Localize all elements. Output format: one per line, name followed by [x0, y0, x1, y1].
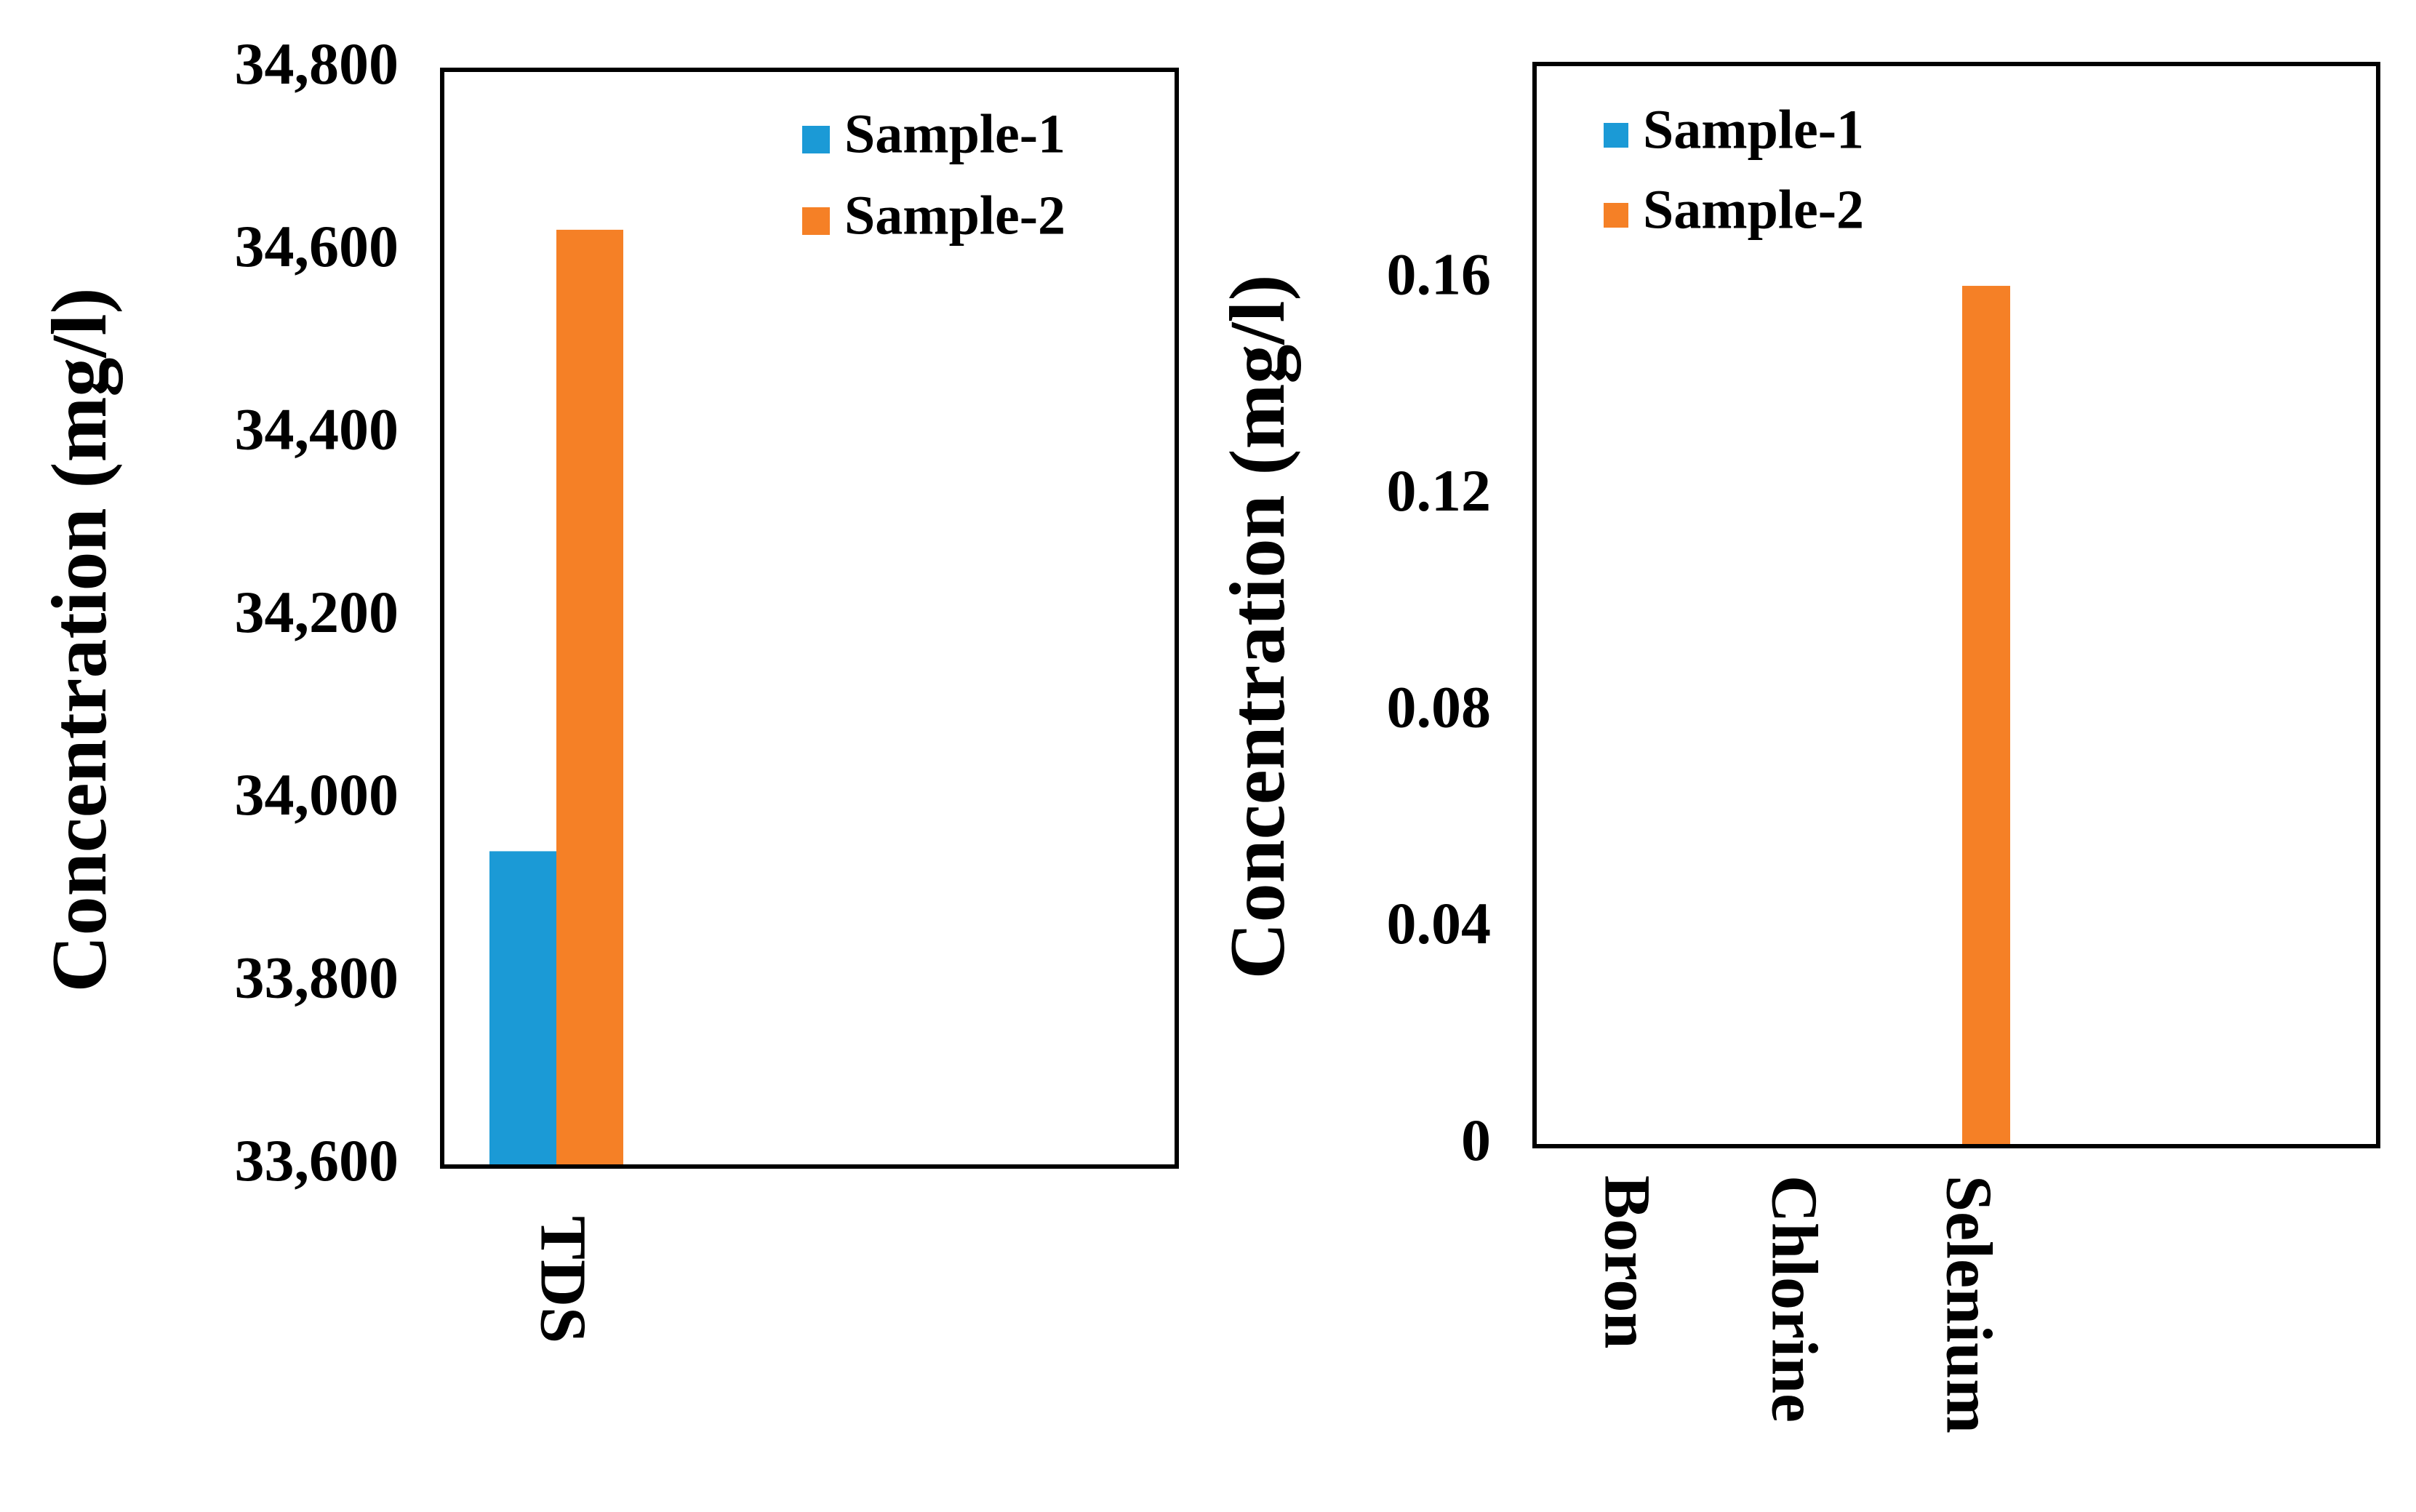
- right-ytick-label: 0.12: [1387, 457, 1492, 524]
- left-ytick-label: 33,800: [235, 944, 399, 1010]
- right-chart-trace-elements: 0 0.04 0.08 0.12 0.16 Concentration (mg/l) Bor…: [1215, 62, 2380, 1433]
- left-ytick-label: 34,000: [235, 761, 399, 828]
- right-ytick-label: 0.08: [1387, 674, 1492, 740]
- right-category-label: Chlorine: [1758, 1175, 1830, 1423]
- right-legend-label: Sample-1: [1643, 99, 1864, 160]
- right-plot-frame: [1532, 62, 2380, 1148]
- right-bar-sample-2-selenium: [1962, 286, 2010, 1146]
- right-legend-swatch-sample-2: [1604, 203, 1628, 228]
- left-legend-label: Sample-2: [844, 185, 1065, 246]
- right-legend-label: Sample-2: [1643, 179, 1864, 240]
- left-ytick-label: 34,600: [235, 213, 399, 279]
- right-ytick-label: 0.16: [1387, 241, 1492, 307]
- left-bar-sample-2-tds: [556, 229, 623, 1167]
- right-legend-swatch-sample-1: [1604, 123, 1628, 148]
- left-legend-label: Sample-1: [844, 103, 1065, 164]
- left-chart-tds: 33,600 33,800 34,000 34,200 34,400 34,600 34,8…: [36, 31, 1179, 1343]
- left-plot-frame: [440, 68, 1179, 1169]
- right-ytick-label: 0.04: [1387, 890, 1492, 956]
- left-y-axis-title: Concentration (mg/l): [36, 288, 123, 993]
- left-category-label: TDS: [527, 1216, 599, 1343]
- right-y-axis-title: Concentration (mg/l): [1215, 275, 1301, 980]
- left-ytick-label: 34,800: [235, 31, 399, 97]
- right-category-label: Selenium: [1932, 1175, 2004, 1433]
- right-category-label: Boron: [1591, 1175, 1663, 1348]
- left-bar-sample-1-tds: [489, 851, 556, 1167]
- left-legend-swatch-sample-2: [802, 207, 830, 235]
- left-legend-swatch-sample-1: [802, 126, 830, 153]
- left-ytick-label: 33,600: [235, 1127, 399, 1193]
- left-ytick-label: 34,200: [235, 579, 399, 645]
- left-ytick-label: 34,400: [235, 396, 399, 462]
- right-ytick-label: 0: [1461, 1107, 1491, 1173]
